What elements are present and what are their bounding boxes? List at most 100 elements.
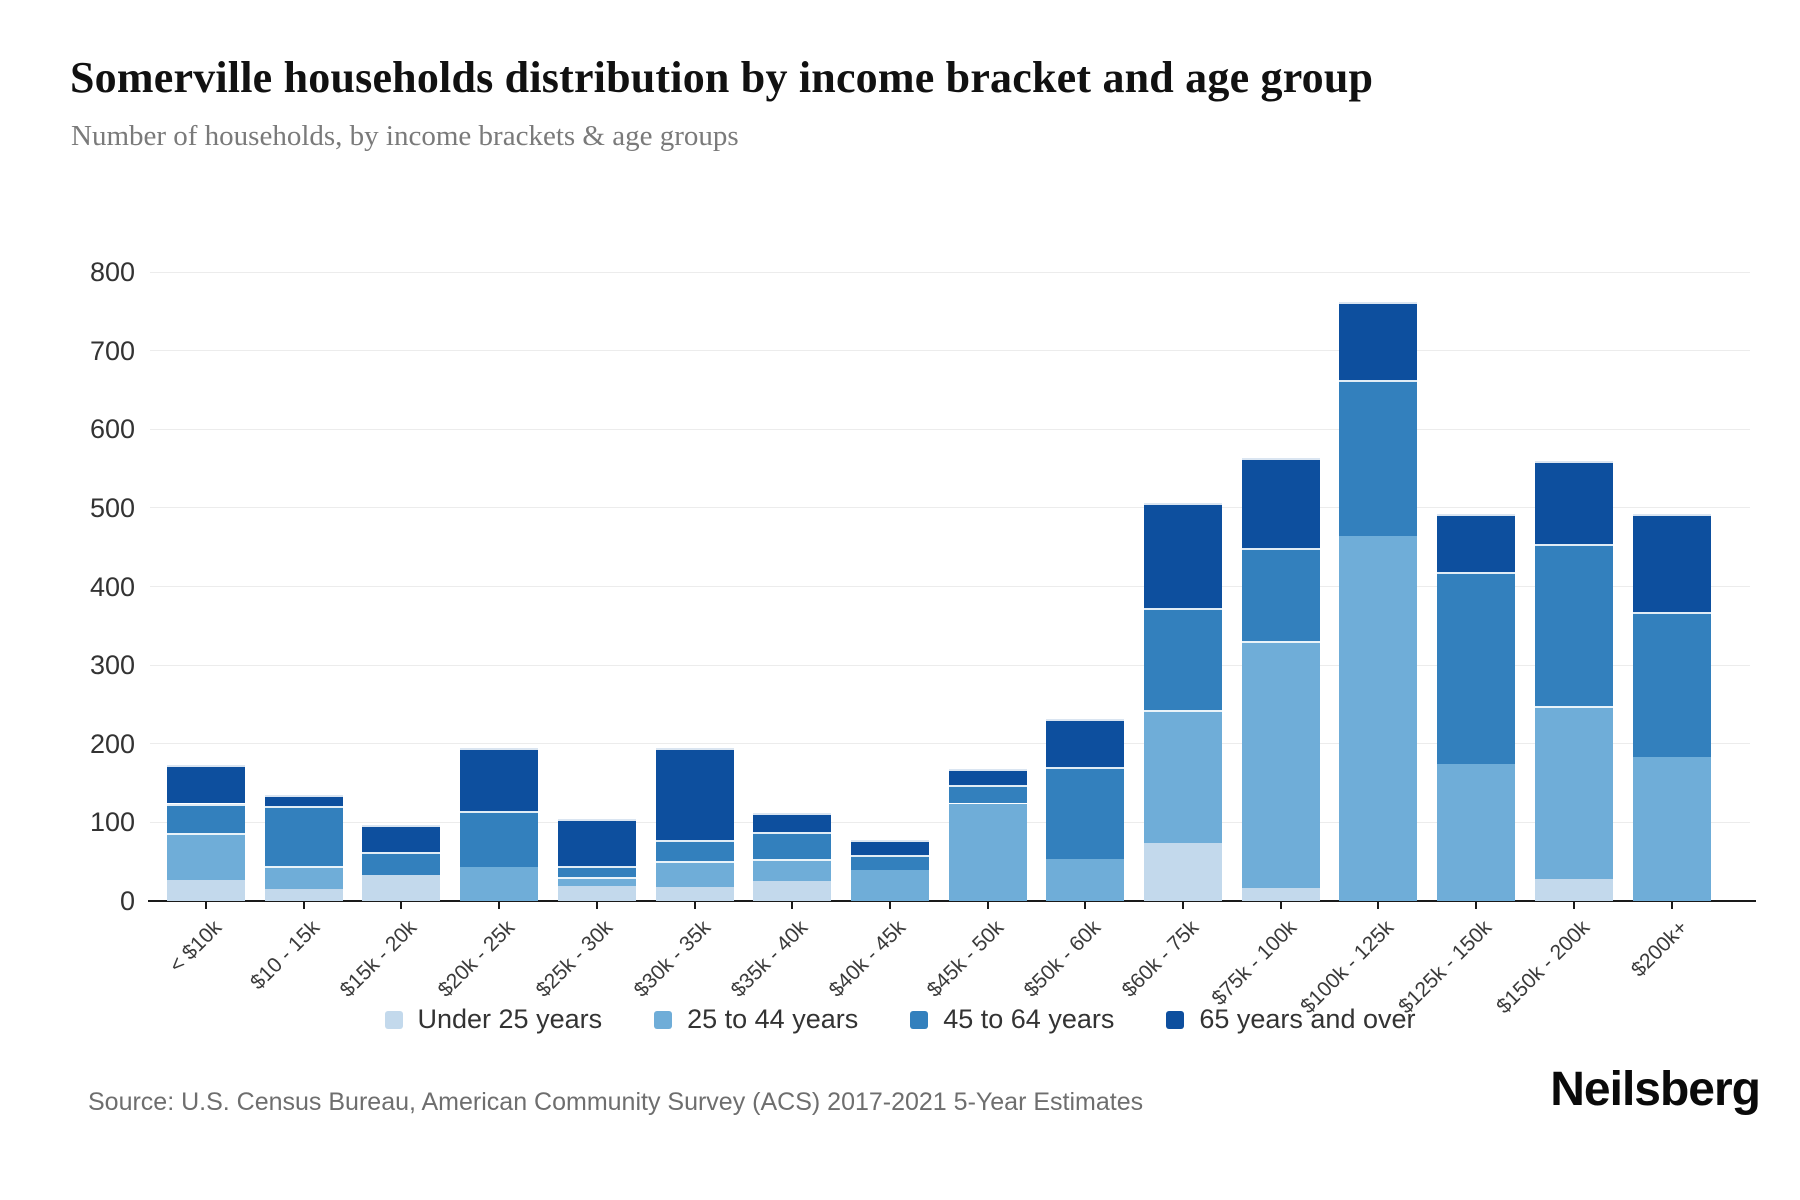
bar-segment[interactable]: [460, 810, 539, 868]
bar-segment[interactable]: [1339, 379, 1418, 537]
axis-tick: [1279, 902, 1282, 909]
bar-segment[interactable]: [1241, 458, 1320, 548]
y-axis-tick-label: 800: [89, 257, 135, 287]
gridline: [150, 664, 1750, 666]
bar-segment[interactable]: [167, 803, 245, 834]
bar-segment[interactable]: [1437, 764, 1516, 901]
bar-segment[interactable]: [1144, 709, 1222, 843]
bar-segment[interactable]: [362, 852, 441, 876]
axis-tick: [205, 902, 207, 909]
bar-segment[interactable]: [1534, 706, 1613, 879]
gridline: [150, 428, 1750, 430]
bar-segment[interactable]: [264, 805, 343, 866]
chart-title: Somerville households distribution by in…: [70, 53, 1374, 102]
bar-segment[interactable]: [1241, 640, 1320, 888]
bar-segment[interactable]: [753, 881, 832, 901]
legend-item-label: 25 to 44 years: [687, 1004, 859, 1034]
bar-segment[interactable]: [655, 747, 734, 841]
y-axis-tick-label: 100: [89, 807, 135, 838]
bar-segment[interactable]: [1632, 514, 1711, 613]
legend-item[interactable]: Under 25 years: [384, 1004, 603, 1035]
bar-segment[interactable]: [1241, 887, 1320, 901]
bar-segment[interactable]: [167, 833, 245, 880]
bar-segment[interactable]: [460, 747, 539, 811]
y-axis-tick-label: 700: [89, 335, 135, 366]
axis-tick: [498, 902, 501, 909]
bar-segment[interactable]: [655, 840, 734, 861]
y-axis-tick-label: 200: [89, 728, 135, 759]
bar-segment[interactable]: [850, 869, 929, 901]
bar-segment[interactable]: [1144, 607, 1222, 710]
y-axis-tick-label: 600: [89, 414, 135, 445]
bar-segment[interactable]: [362, 875, 441, 901]
bar-segment[interactable]: [1144, 503, 1222, 608]
legend-swatch: [1166, 1010, 1185, 1029]
bar-segment[interactable]: [1339, 301, 1418, 380]
chart-subtitle: Number of households, by income brackets…: [71, 120, 739, 152]
y-axis-tick-label: 400: [89, 571, 135, 602]
axis-tick: [1670, 902, 1673, 909]
gridline: [150, 271, 1750, 273]
legend-item[interactable]: 65 years and over: [1166, 1004, 1416, 1035]
bar-segment[interactable]: [557, 886, 636, 901]
bar-segment[interactable]: [753, 859, 832, 882]
bar-segment[interactable]: [753, 812, 832, 832]
axis-tick: [986, 902, 989, 909]
gridline: [150, 507, 1750, 509]
bar-segment[interactable]: [557, 877, 636, 887]
legend-item[interactable]: 25 to 44 years: [654, 1004, 858, 1035]
bar-segment[interactable]: [753, 831, 832, 860]
bar-segment[interactable]: [362, 824, 441, 853]
bar-segment[interactable]: [264, 889, 343, 901]
bar-segment[interactable]: [557, 819, 636, 867]
bar-segment[interactable]: [1632, 757, 1711, 901]
y-axis-tick-label: 300: [89, 650, 135, 681]
bar-segment[interactable]: [264, 794, 343, 806]
legend-item[interactable]: 45 to 64 years: [910, 1004, 1114, 1035]
source-note: Source: U.S. Census Bureau, American Com…: [88, 1088, 1144, 1116]
bar-segment[interactable]: [1144, 842, 1222, 901]
bar-segment[interactable]: [1437, 572, 1516, 765]
bar-segment[interactable]: [948, 768, 1027, 785]
legend-swatch: [384, 1010, 403, 1029]
bar-segment[interactable]: [1046, 859, 1125, 901]
axis-tick: [791, 902, 794, 909]
bar-segment[interactable]: [1241, 547, 1320, 641]
bar-segment[interactable]: [264, 865, 343, 890]
axis-tick: [400, 902, 403, 909]
bar-segment[interactable]: [557, 866, 636, 878]
axis-tick: [1377, 902, 1380, 909]
bar-segment[interactable]: [1046, 766, 1125, 860]
bar-segment[interactable]: [1534, 544, 1613, 706]
bar-segment[interactable]: [1534, 460, 1613, 545]
legend-item-label: Under 25 years: [417, 1004, 603, 1034]
bar-segment[interactable]: [460, 867, 539, 901]
axis-tick: [1572, 902, 1575, 909]
legend-item-label: 65 years and over: [1199, 1004, 1416, 1034]
bar-segment[interactable]: [655, 860, 734, 887]
bar-segment[interactable]: [167, 764, 245, 804]
bar-segment[interactable]: [655, 886, 734, 901]
gridline: [150, 743, 1750, 745]
bar-segment[interactable]: [1534, 878, 1613, 901]
bar-segment[interactable]: [167, 879, 245, 901]
axis-tick: [1182, 902, 1184, 909]
bar-segment[interactable]: [850, 839, 929, 855]
legend-swatch: [654, 1010, 673, 1029]
bar-segment[interactable]: [1632, 612, 1711, 758]
axis-tick: [1475, 902, 1478, 909]
bar-segment[interactable]: [850, 854, 929, 870]
gridline: [150, 586, 1750, 587]
gridline: [150, 350, 1750, 352]
axis-tick: [888, 902, 891, 909]
bar-segment[interactable]: [1437, 514, 1516, 573]
x-axis-line: [148, 900, 1756, 902]
brand-logo: Neilsberg: [1550, 1063, 1761, 1116]
bar-segment[interactable]: [1046, 718, 1125, 767]
bar-segment[interactable]: [1339, 536, 1418, 901]
bar-segment[interactable]: [948, 803, 1027, 901]
legend-item-label: 45 to 64 years: [943, 1004, 1115, 1034]
bar-segment[interactable]: [948, 784, 1027, 804]
